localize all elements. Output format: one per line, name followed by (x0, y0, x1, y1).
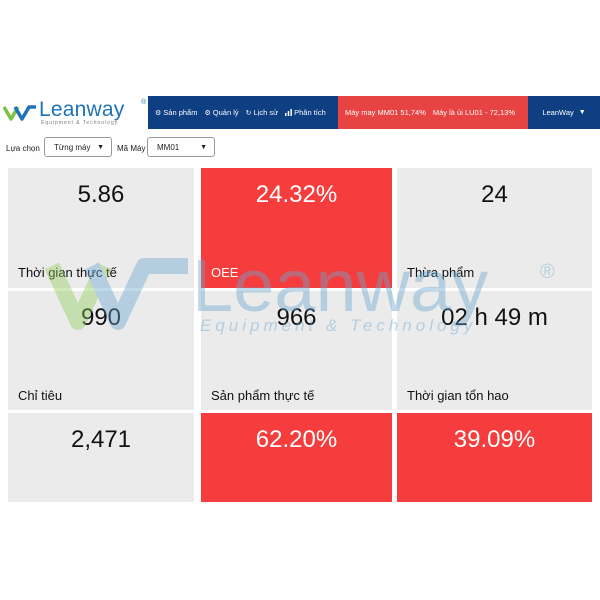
alert-text-lu01: Máy là ủi LU01 - 72,13% (432, 108, 516, 117)
bar-chart-icon (285, 109, 293, 116)
select-mode-value: Từng máy (54, 143, 91, 152)
nav-item-label: Quản lý (212, 108, 239, 117)
kpi-card-lost-time: 02 h 49 m Thời gian tổn hao (397, 291, 592, 410)
nav-item-lich-su[interactable]: ↻ Lịch sử (246, 108, 279, 117)
kpi-card-percent-b: 39.09% (397, 413, 592, 502)
select-mode-label: Lựa chọn (6, 144, 40, 153)
kpi-card-count: 2,471 (8, 413, 194, 502)
machine-code-value: MM01 (157, 143, 180, 152)
leanway-logo-icon (3, 105, 36, 121)
alert-text-mm01: Máy may MM01 51,74% (345, 108, 426, 117)
nav-item-phan-tich[interactable]: Phân tích (285, 108, 326, 117)
refresh-icon: ↻ (245, 109, 252, 117)
kpi-card-actual-time: 5.86 Thời gian thực tế (8, 168, 194, 288)
kpi-card-actual-products: 966 Sản phẩm thực tế (201, 291, 392, 410)
filter-bar: Lựa chọn Từng máy ▼ Mã Máy MM01 ▼ (0, 137, 600, 161)
brand-logo[interactable]: Leanway ® Equipment & Technology (0, 96, 148, 129)
nav-item-label: Phân tích (294, 108, 326, 117)
kpi-label: Thừa phẩm (407, 265, 475, 280)
kpi-value: 39.09% (453, 426, 536, 453)
kpi-value: 24 (481, 181, 508, 208)
top-bar: Leanway ® Equipment & Technology ⚙ Sản p… (0, 96, 600, 129)
select-mode-dropdown[interactable]: Từng máy ▼ (44, 137, 112, 157)
kpi-value: 5.86 (77, 181, 125, 208)
user-menu[interactable]: LeanWay ▼ (528, 96, 600, 129)
kpi-label: Thời gian tổn hao (407, 388, 509, 403)
kpi-value: 2,471 (70, 426, 132, 453)
brand-tagline: Equipment & Technology (41, 120, 119, 126)
kpi-value: 62.20% (255, 426, 338, 453)
kpi-label: Chỉ tiêu (18, 388, 63, 403)
kpi-value: 02 h 49 m (441, 304, 548, 331)
kpi-card-excess: 24 Thừa phẩm (397, 168, 592, 288)
caret-down-icon: ▼ (97, 144, 104, 151)
kpi-card-oee: 24.32% OEE (201, 168, 392, 288)
kpi-value: 24.32% (255, 181, 338, 208)
caret-down-icon: ▼ (200, 144, 207, 151)
nav-item-quan-ly[interactable]: ⚙ Quản lý (204, 108, 238, 117)
caret-down-icon: ▼ (578, 109, 586, 116)
machine-code-dropdown[interactable]: MM01 ▼ (147, 137, 215, 157)
kpi-grid: 5.86 Thời gian thực tế 24.32% OEE 24 Thừ… (8, 168, 592, 502)
machine-code-label: Mã Máy (117, 144, 146, 153)
machine-alert-banner[interactable]: Máy may MM01 51,74% Máy là ủi LU01 - 72,… (338, 96, 528, 129)
gear-icon: ⚙ (155, 109, 162, 117)
kpi-value: 966 (276, 304, 317, 331)
kpi-card-percent-a: 62.20% (201, 413, 392, 502)
kpi-label: OEE (211, 265, 239, 280)
nav-item-san-pham[interactable]: ⚙ Sản phẩm (155, 108, 197, 117)
kpi-label: Sản phẩm thực tế (211, 388, 315, 403)
kpi-value: 990 (80, 304, 122, 331)
nav-item-label: Sản phẩm (163, 108, 198, 117)
kpi-card-target: 990 Chỉ tiêu (8, 291, 194, 410)
kpi-label: Thời gian thực tế (18, 265, 117, 280)
registered-mark: ® (141, 99, 147, 106)
gear-icon: ⚙ (204, 109, 211, 117)
user-label: LeanWay (542, 108, 574, 117)
main-nav: ⚙ Sản phẩm ⚙ Quản lý ↻ Lịch sử Phân tích (148, 96, 338, 129)
nav-item-label: Lịch sử (253, 108, 279, 117)
brand-name: Leanway (39, 98, 125, 121)
